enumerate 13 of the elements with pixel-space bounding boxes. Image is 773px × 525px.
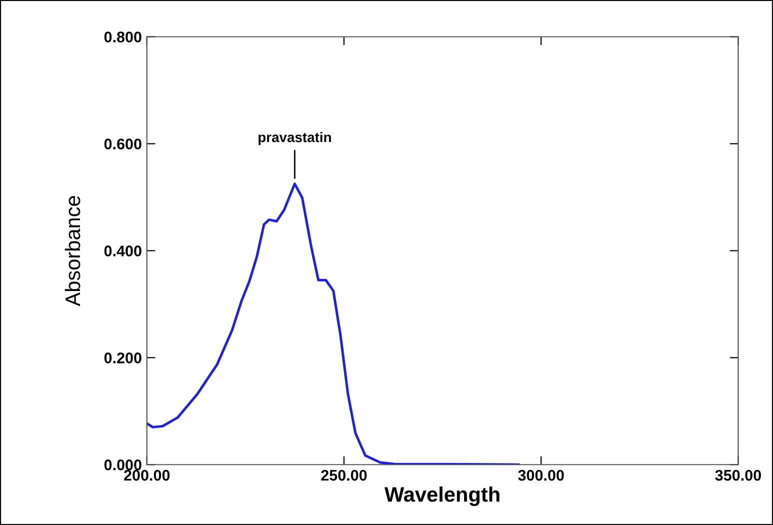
y-axis-title: Absorbance	[64, 196, 80, 306]
x-axis-title: Wavelength	[384, 486, 500, 506]
x-tick-label: 200.00	[124, 470, 170, 481]
y-tick-label: 0.600	[104, 138, 142, 150]
annotation: pravastatin	[258, 132, 331, 145]
x-tick-label: 350.00	[715, 470, 761, 481]
x-tick-label: 300.00	[518, 470, 564, 481]
x-tick-label: 250.00	[321, 470, 367, 481]
line-series	[146, 182, 520, 465]
y-tick-label: 0.800	[104, 32, 142, 42]
y-tick-label: 0.200	[104, 352, 142, 364]
y-tick-label: 0.400	[104, 246, 142, 256]
y-tick-label: 0.000	[104, 459, 142, 470]
